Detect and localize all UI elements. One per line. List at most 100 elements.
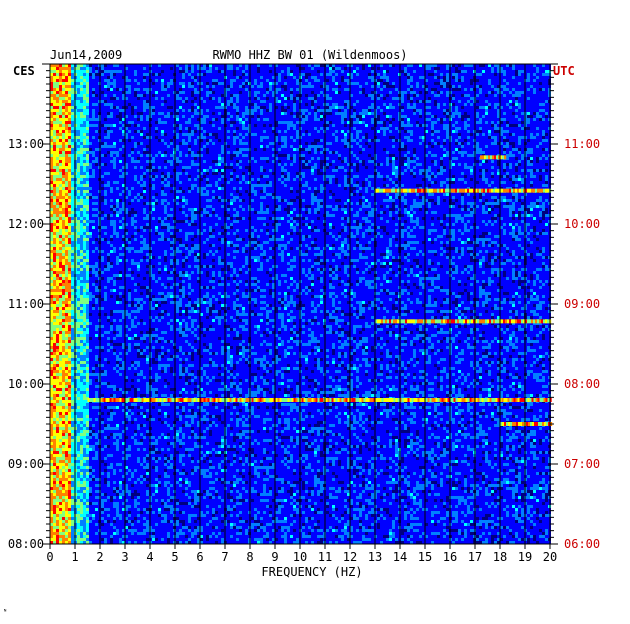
spectrogram-cell <box>344 139 347 142</box>
spectrogram-cell <box>458 124 461 127</box>
spectrogram-cell <box>302 115 305 118</box>
spectrogram-cell <box>53 76 56 79</box>
spectrogram-cell <box>236 70 239 73</box>
spectrogram-cell <box>239 127 242 130</box>
spectrogram-cell <box>266 100 269 103</box>
spectrogram-cell <box>107 121 110 124</box>
spectrogram-cell <box>521 145 524 148</box>
spectrogram-cell <box>92 67 95 70</box>
spectrogram-cell <box>65 112 68 115</box>
spectrogram-cell <box>278 109 281 112</box>
spectrogram-cell <box>278 133 281 136</box>
spectrogram-cell <box>128 145 131 148</box>
spectrogram-cell <box>110 100 113 103</box>
spectrogram-cell <box>182 76 185 79</box>
spectrogram-cell <box>206 79 209 82</box>
spectrogram-cell <box>230 76 233 79</box>
spectrogram-cell <box>344 118 347 121</box>
spectrogram-cell <box>77 91 80 94</box>
spectrogram-cell <box>206 91 209 94</box>
spectrogram-cell <box>482 70 485 73</box>
spectrogram-cell <box>290 91 293 94</box>
spectrogram-cell <box>542 76 545 79</box>
spectrogram-cell <box>164 115 167 118</box>
spectrogram-cell <box>380 73 383 76</box>
spectrogram-cell <box>344 115 347 118</box>
spectrogram-cell <box>404 109 407 112</box>
spectrogram-cell <box>464 67 467 70</box>
spectrogram-cell <box>527 97 530 100</box>
spectrogram-cell <box>254 112 257 115</box>
spectrogram-cell <box>110 67 113 70</box>
spectrogram-cell <box>278 145 281 148</box>
spectrogram-cell <box>242 85 245 88</box>
spectrogram-cell <box>137 127 140 130</box>
spectrogram-cell <box>461 67 464 70</box>
spectrogram-cell <box>494 142 497 145</box>
spectrogram-cell <box>476 79 479 82</box>
spectrogram-cell <box>260 139 263 142</box>
spectrogram-cell <box>479 139 482 142</box>
spectrogram-cell <box>359 136 362 139</box>
spectrogram-cell <box>539 121 542 124</box>
spectrogram-cell <box>518 94 521 97</box>
spectrogram-cell <box>428 73 431 76</box>
spectrogram-cell <box>233 121 236 124</box>
spectrogram-cell <box>359 70 362 73</box>
spectrogram-cell <box>467 118 470 121</box>
spectrogram-cell <box>284 73 287 76</box>
spectrogram-cell <box>509 97 512 100</box>
spectrogram-cell <box>140 67 143 70</box>
spectrogram-cell <box>107 100 110 103</box>
spectrogram-cell <box>443 103 446 106</box>
spectrogram-cell <box>146 73 149 76</box>
spectrogram-cell <box>485 85 488 88</box>
spectrogram-cell <box>434 67 437 70</box>
spectrogram-cell <box>428 139 431 142</box>
spectrogram-cell <box>338 133 341 136</box>
spectrogram-cell <box>518 79 521 82</box>
spectrogram-cell <box>530 142 533 145</box>
spectrogram-cell <box>380 121 383 124</box>
spectrogram-cell <box>539 109 542 112</box>
spectrogram-cell <box>236 103 239 106</box>
spectrogram-cell <box>416 121 419 124</box>
spectrogram-cell <box>113 88 116 91</box>
spectrogram-cell <box>491 127 494 130</box>
spectrogram-cell <box>254 91 257 94</box>
spectrogram-cell <box>383 133 386 136</box>
spectrogram-cell <box>314 109 317 112</box>
spectrogram-cell <box>170 100 173 103</box>
spectrogram-cell <box>281 97 284 100</box>
spectrogram-cell <box>62 97 65 100</box>
spectrogram-cell <box>479 127 482 130</box>
spectrogram-cell <box>536 106 539 109</box>
spectrogram-cell <box>338 79 341 82</box>
spectrogram-cell <box>455 100 458 103</box>
spectrogram-cell <box>326 76 329 79</box>
spectrogram-cell <box>356 88 359 91</box>
spectrogram-cell <box>260 121 263 124</box>
spectrogram-cell <box>431 139 434 142</box>
spectrogram-cell <box>77 136 80 139</box>
spectrogram-cell <box>65 106 68 109</box>
spectrogram-cell <box>356 76 359 79</box>
spectrogram-cell <box>527 85 530 88</box>
spectrogram-cell <box>86 145 89 148</box>
spectrogram-cell <box>281 115 284 118</box>
spectrogram-cell <box>242 73 245 76</box>
spectrogram-cell <box>368 127 371 130</box>
spectrogram-cell <box>410 127 413 130</box>
spectrogram-cell <box>53 103 56 106</box>
spectrogram-cell <box>227 67 230 70</box>
spectrogram-cell <box>263 139 266 142</box>
spectrogram-cell <box>407 94 410 97</box>
spectrogram-cell <box>380 109 383 112</box>
spectrogram-cell <box>245 121 248 124</box>
spectrogram-cell <box>302 130 305 133</box>
spectrogram-cell <box>83 100 86 103</box>
spectrogram-cell <box>416 79 419 82</box>
spectrogram-cell <box>311 91 314 94</box>
spectrogram-cell <box>146 82 149 85</box>
spectrogram-cell <box>464 121 467 124</box>
